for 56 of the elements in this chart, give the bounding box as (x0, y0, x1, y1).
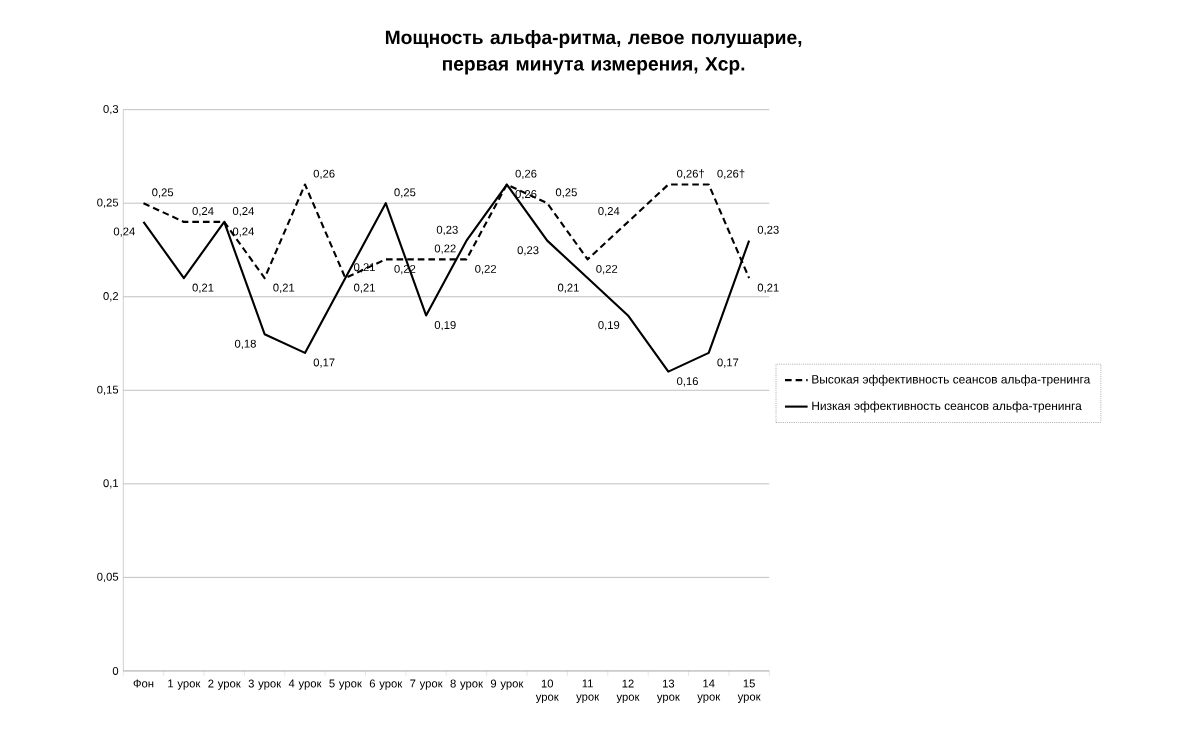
data-label: 0,21 (273, 283, 295, 294)
data-label: 0,22 (596, 265, 618, 275)
data-label: 0,17 (313, 358, 335, 368)
data-label: 0,24 (113, 227, 135, 237)
data-label: 0,24 (232, 207, 255, 217)
data-label: 0,26 (515, 169, 537, 180)
x-tick-label: 13 урок (656, 679, 680, 704)
y-tick-label: 0,1 (103, 479, 119, 489)
data-label: 0,18 (234, 339, 256, 350)
chart-title: Мощность альфа-ритма, левое полушарие, первая минута измерения, Xср. (385, 30, 802, 75)
legend-label: Низкая эффективность сеансов альфа-тренинга (812, 401, 1082, 413)
data-label: 0,24 (598, 207, 620, 217)
data-label: 0,19 (434, 321, 456, 331)
x-tick-label: 12 урок (616, 679, 640, 704)
x-tick-label: 1 урок (168, 679, 201, 690)
data-label: 0,26† (676, 169, 704, 180)
x-tick-label: 2 урок (208, 679, 241, 690)
data-label: 0,24 (192, 207, 214, 217)
data-label: 0,19 (598, 321, 620, 331)
x-tick-label: 9 урок (490, 679, 524, 690)
y-tick-label: 0,2 (103, 292, 119, 302)
x-tick-label: 5 урок (329, 679, 362, 690)
x-tick-label: Фон (133, 679, 154, 688)
data-label: 0,21 (192, 283, 214, 294)
legend-label: Высокая эффективность сеансов альфа-тренинга (812, 374, 1091, 387)
data-label: 0,26† (717, 169, 745, 180)
x-tick-label: 15 урок (737, 679, 761, 704)
data-label: 0,17 (717, 358, 739, 368)
x-tick-label: 3 урок (248, 679, 282, 690)
data-label: 0,25 (555, 188, 577, 198)
data-label: 0,25 (394, 188, 416, 198)
line-series (142, 183, 751, 373)
data-label: 0,22 (434, 244, 456, 254)
x-tick-label: 4 урок (288, 679, 322, 690)
data-label: 0,21 (354, 283, 375, 294)
data-label: 0,22 (475, 265, 497, 275)
data-label: 0,26 (313, 169, 335, 180)
data-label: 0,24 (232, 227, 255, 237)
y-tick-label: 0,15 (97, 385, 119, 396)
x-tick-label: 11 урок (576, 679, 600, 704)
data-label: 0,21 (757, 283, 779, 294)
data-label: 0,23 (517, 246, 539, 256)
data-label: 0,23 (436, 225, 458, 236)
data-label: 0,21 (557, 283, 579, 294)
y-tick-label: 0,05 (97, 572, 119, 583)
x-tick-label: 7 урок (410, 679, 443, 690)
x-tick-label: 8 урок (450, 679, 484, 690)
y-tick-label: 0 (112, 667, 119, 676)
x-tick-label: 10 урок (535, 679, 559, 704)
y-tick-label: 0,3 (103, 105, 119, 115)
data-label: 0,25 (152, 188, 174, 198)
x-tick-label: 14 урок (697, 679, 721, 704)
x-tick-label: 6 урок (369, 679, 403, 690)
y-tick-label: 0,25 (97, 198, 119, 209)
data-label: 0,16 (676, 377, 698, 387)
data-label: 0,23 (757, 225, 779, 236)
